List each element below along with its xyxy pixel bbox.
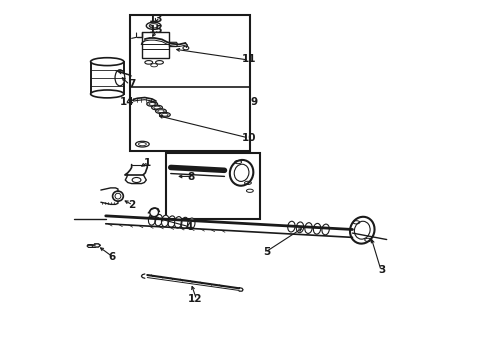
Text: 9: 9 bbox=[250, 97, 257, 107]
Text: 8: 8 bbox=[188, 172, 195, 182]
Ellipse shape bbox=[188, 218, 195, 229]
Ellipse shape bbox=[147, 22, 161, 30]
Ellipse shape bbox=[147, 102, 158, 106]
Ellipse shape bbox=[91, 58, 124, 66]
Ellipse shape bbox=[150, 208, 159, 217]
Bar bbox=[166, 153, 260, 220]
Text: 1: 1 bbox=[144, 158, 151, 168]
Bar bbox=[130, 15, 250, 151]
Text: 14: 14 bbox=[120, 97, 134, 107]
Text: 5: 5 bbox=[263, 247, 270, 257]
Bar bbox=[91, 62, 124, 94]
Ellipse shape bbox=[174, 217, 182, 228]
Ellipse shape bbox=[148, 214, 156, 225]
Ellipse shape bbox=[156, 60, 163, 64]
Ellipse shape bbox=[145, 60, 153, 64]
Ellipse shape bbox=[115, 70, 125, 86]
Ellipse shape bbox=[322, 224, 329, 235]
Ellipse shape bbox=[87, 244, 93, 247]
Ellipse shape bbox=[288, 221, 295, 232]
Ellipse shape bbox=[183, 46, 189, 50]
Ellipse shape bbox=[350, 217, 374, 244]
Text: 3: 3 bbox=[378, 265, 386, 275]
Ellipse shape bbox=[132, 177, 141, 183]
Text: 4: 4 bbox=[185, 222, 193, 232]
Text: 15: 15 bbox=[149, 25, 163, 35]
Ellipse shape bbox=[136, 141, 149, 147]
Ellipse shape bbox=[159, 112, 170, 117]
Text: 2: 2 bbox=[128, 200, 135, 210]
Text: 13: 13 bbox=[149, 14, 163, 24]
Ellipse shape bbox=[91, 90, 124, 98]
Text: 12: 12 bbox=[188, 294, 202, 304]
Ellipse shape bbox=[152, 105, 162, 110]
Ellipse shape bbox=[113, 191, 123, 201]
Text: 6: 6 bbox=[108, 252, 116, 262]
Text: 10: 10 bbox=[242, 133, 256, 143]
Bar bbox=[143, 32, 169, 58]
Ellipse shape bbox=[230, 160, 253, 186]
Text: 7: 7 bbox=[128, 79, 135, 89]
Ellipse shape bbox=[162, 215, 169, 226]
Ellipse shape bbox=[305, 223, 312, 233]
Ellipse shape bbox=[156, 109, 166, 113]
Text: 11: 11 bbox=[242, 54, 256, 64]
